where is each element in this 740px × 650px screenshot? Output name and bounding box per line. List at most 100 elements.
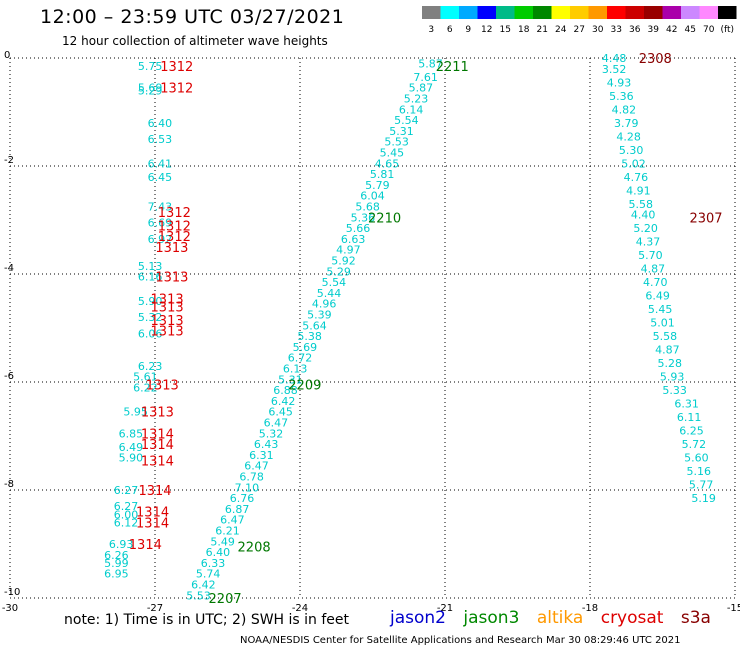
- swh-point: 6.78: [239, 471, 264, 484]
- swh-point: 6.95: [104, 568, 129, 581]
- swh-point: 6.25: [679, 425, 704, 438]
- colorbar-label: 3: [428, 25, 434, 35]
- colorbar-label: (ft): [720, 25, 734, 35]
- swh-point: 6.85: [119, 427, 144, 440]
- footer-note: note: 1) Time is in UTC; 2) SWH is in fe…: [64, 612, 350, 628]
- colorbar-label: 21: [537, 25, 548, 35]
- swh-point: 5.29: [326, 265, 351, 278]
- swh-point: 6.43: [254, 438, 279, 451]
- swh-point: 6.76: [230, 492, 255, 505]
- swh-point: 4.28: [616, 130, 641, 143]
- swh-point: 5.32: [138, 311, 163, 324]
- colorbar-swatch: [662, 6, 681, 19]
- swh-point: 5.31: [278, 373, 303, 386]
- swh-point: 6.69: [148, 217, 173, 230]
- swh-point: 5.13: [138, 260, 163, 273]
- swh-point: 7.43: [148, 201, 173, 214]
- colorbar-label: 45: [685, 25, 696, 35]
- y-tick-label: -4: [4, 263, 14, 274]
- swh-point: 5.45: [648, 303, 673, 316]
- colorbar-label: 15: [500, 25, 511, 35]
- swh-point: 5.58: [653, 330, 678, 343]
- color-scale-legend: 3 6 9 12 15 18 21 24 27 30 33 36 39 42 45 70 (ft): [422, 6, 737, 35]
- swh-point: 5.87: [418, 57, 443, 70]
- swh-point: 5.99: [104, 557, 129, 570]
- mission-legend: jason2 jason3 altika cryosat s3a: [390, 608, 723, 628]
- swh-point: 6.31: [249, 449, 274, 462]
- pass-time-label: 1314: [136, 506, 169, 521]
- pass-time-label: 1313: [151, 314, 184, 329]
- swh-point: 5.79: [365, 179, 390, 192]
- swh-point: 7.10: [235, 481, 260, 494]
- colorbar-label: 6: [447, 25, 453, 35]
- pass-time-label: 1313: [146, 379, 179, 394]
- swh-point: 5.19: [691, 492, 716, 505]
- swh-point: 4.40: [631, 209, 656, 222]
- colorbar-swatch: [551, 6, 570, 19]
- swh-point: 6.22: [133, 381, 158, 394]
- swh-point: 6.13: [283, 363, 308, 376]
- pass-time-label: 2207: [209, 592, 242, 607]
- swh-point: 6.00: [114, 508, 139, 521]
- swh-point: 5.53: [186, 589, 211, 602]
- pass-time-label: 1312: [160, 60, 193, 75]
- colorbar-swatch: [699, 6, 718, 19]
- swh-point: 5.95: [123, 406, 148, 419]
- plot-grid: [9, 57, 736, 599]
- pass-time-label: 1313: [155, 271, 188, 286]
- swh-point: 5.39: [307, 309, 332, 322]
- swh-point: 5.72: [682, 438, 707, 451]
- swh-point: 6.49: [645, 290, 670, 303]
- x-tick-label: -30: [2, 603, 18, 614]
- swh-point: 6.21: [215, 525, 240, 538]
- colorbar-label: 70: [703, 25, 715, 35]
- swh-point: 4.87: [641, 263, 666, 276]
- swh-point: 5.68: [355, 201, 380, 214]
- colorbar-swatch: [570, 6, 589, 19]
- swh-point: 5.02: [621, 157, 646, 170]
- colorbar-swatch: [681, 6, 700, 19]
- swh-point: 5.90: [119, 452, 144, 465]
- swh-point: 6.53: [148, 133, 173, 146]
- swh-point: 5.75: [138, 60, 163, 73]
- pass-time-label: 2308: [639, 52, 672, 67]
- swh-point: 5.29: [138, 84, 163, 97]
- swh-point: 6.27: [114, 500, 139, 513]
- swh-point: 5.36: [609, 90, 634, 103]
- colorbar-label: 18: [518, 25, 530, 35]
- chart-subtitle: 12 hour collection of altimeter wave hei…: [62, 34, 328, 48]
- colorbar-label: 33: [611, 25, 622, 35]
- swh-point: 6.47: [264, 417, 289, 430]
- x-tick-label: -27: [147, 603, 163, 614]
- swh-point: 6.42: [191, 579, 216, 592]
- swh-point: 4.82: [612, 103, 637, 116]
- colorbar-swatch: [514, 6, 533, 19]
- y-tick-label: -2: [4, 155, 14, 166]
- colorbar-swatch: [644, 6, 663, 19]
- swh-point: 6.72: [288, 352, 313, 365]
- swh-point: 6.49: [119, 441, 144, 454]
- colorbar-label: 9: [465, 25, 471, 35]
- colorbar-swatch: [496, 6, 515, 19]
- colorbar-swatch: [440, 6, 459, 19]
- pass-time-label: 2208: [238, 541, 271, 556]
- swh-point: 6.16: [138, 271, 163, 284]
- pass-time-labels: 1312131213121312131213131313131313131313…: [129, 52, 723, 607]
- colorbar-label: 30: [592, 25, 604, 35]
- y-tick-label: -6: [4, 371, 14, 382]
- swh-point: 5.20: [633, 222, 658, 235]
- legend-jason3: jason3: [463, 608, 520, 628]
- colorbar-label: 42: [666, 25, 677, 35]
- swh-point: 5.38: [297, 330, 322, 343]
- y-tick-label: -10: [4, 587, 20, 598]
- swh-point: 7.61: [413, 71, 438, 84]
- colorbar-label: 39: [648, 25, 660, 35]
- swh-point: 6.41: [148, 157, 173, 170]
- swh-point: 5.54: [394, 114, 419, 127]
- swh-point: 6.12: [114, 516, 139, 529]
- swh-point: 5.74: [196, 568, 221, 581]
- x-tick-label: -24: [292, 603, 308, 614]
- pass-time-label: 1312: [158, 219, 191, 234]
- colorbar-swatch: [459, 6, 478, 19]
- swh-point: 4.37: [636, 236, 661, 249]
